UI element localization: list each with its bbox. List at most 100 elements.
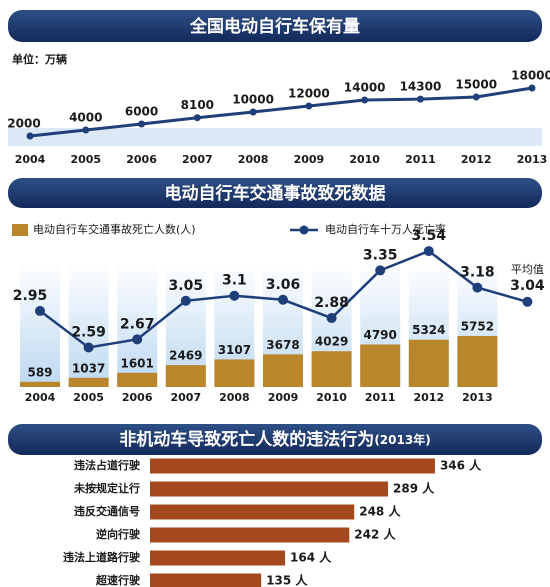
bar-value-label: 5324 (412, 323, 445, 337)
x-tick-label: 2007 (170, 391, 201, 404)
bar (311, 351, 352, 387)
value-label: 14000 (344, 81, 386, 95)
value-label: 15000 (455, 78, 497, 92)
category-label: 逆向行驶 (96, 527, 141, 541)
x-tick-label: 2005 (73, 391, 104, 404)
bar-value-label: 1037 (72, 361, 105, 375)
x-tick-label: 2010 (349, 153, 380, 166)
rate-label: 3.05 (169, 278, 204, 294)
category-label: 违反交通信号 (74, 504, 140, 518)
bar (150, 573, 262, 587)
column-bg (68, 262, 109, 387)
bar-value-label: 2469 (169, 349, 202, 363)
bar (165, 365, 206, 387)
chart-title: 非机动车导致死亡人数的违法行为(2013年) (119, 429, 430, 450)
rate-label: 3.35 (363, 247, 398, 263)
x-tick-label: 2012 (413, 391, 444, 404)
x-tick-label: 2004 (15, 153, 46, 166)
rate-point (132, 334, 143, 345)
bar (20, 381, 60, 387)
x-tick-label: 2012 (461, 153, 492, 166)
header-bar (8, 178, 542, 208)
x-tick-label: 2006 (122, 391, 153, 404)
bar (408, 339, 449, 387)
bar (457, 335, 498, 387)
bar (117, 372, 158, 387)
title-main: 非机动车导致死亡人数的违法行为 (119, 429, 374, 450)
rate-point (35, 305, 45, 316)
bar-value-label: 4790 (363, 328, 396, 342)
bar (68, 377, 109, 387)
subtitle: (2013年) (374, 432, 430, 447)
value-label: 346 人 (440, 458, 482, 473)
legend-dot (299, 225, 309, 235)
value-label: 4000 (69, 111, 102, 125)
chart-title: 电动自行车交通事故致死数据 (165, 183, 386, 204)
value-label: 10000 (232, 93, 274, 107)
rate-point (472, 282, 483, 293)
point (82, 126, 90, 134)
category-label: 违法占道行驶 (74, 458, 141, 472)
rate-point (375, 265, 386, 276)
average-value: 3.04 (510, 278, 545, 294)
rate-label: 2.67 (120, 316, 155, 332)
value-label: 242 人 (354, 527, 396, 542)
rate-label: 3.06 (266, 277, 301, 293)
x-tick-label: 2013 (462, 391, 493, 404)
value-label: 12000 (288, 87, 330, 101)
bar (214, 359, 255, 387)
header-bar (8, 424, 542, 455)
x-tick-label: 2013 (517, 153, 548, 166)
rate-label: 2.59 (71, 324, 106, 340)
chart-title: 全国电动自行车保有量 (189, 16, 360, 37)
x-tick-label: 2006 (126, 153, 157, 166)
bar-value-label: 589 (27, 365, 52, 379)
x-tick-label: 2010 (316, 391, 347, 404)
average-point (522, 296, 533, 307)
category-label: 超速行驶 (95, 573, 141, 587)
column-bg (20, 262, 60, 387)
bar (263, 354, 303, 387)
x-tick-label: 2004 (25, 391, 56, 404)
bar (150, 527, 350, 543)
x-tick-label: 2011 (365, 391, 396, 404)
value-label: 2000 (7, 117, 40, 131)
point (361, 96, 369, 104)
bar-value-label: 3678 (266, 338, 299, 352)
point (26, 132, 34, 140)
bar (150, 458, 435, 474)
x-tick-label: 2007 (182, 153, 213, 166)
rate-point (180, 295, 191, 306)
average-label: 平均值 (511, 263, 544, 276)
bar-value-label: 1601 (120, 356, 153, 370)
rate-point (326, 313, 337, 324)
legend-label: 电动自行车十万人死亡率 (325, 222, 446, 236)
rate-point (423, 246, 434, 257)
unit-label: 单位：万辆 (12, 52, 67, 66)
legend-label: 电动自行车交通事故死亡人数(人) (33, 222, 196, 236)
x-tick-label: 2009 (294, 153, 325, 166)
point (305, 102, 313, 110)
value-label: 289 人 (393, 481, 435, 496)
point (138, 120, 146, 128)
rate-point (83, 342, 94, 353)
value-label: 248 人 (359, 504, 401, 519)
point (416, 95, 424, 103)
x-tick-label: 2011 (405, 153, 436, 166)
bar-value-label: 4029 (315, 335, 348, 349)
value-label: 6000 (125, 105, 158, 119)
value-label: 14300 (400, 80, 442, 94)
line (29, 86, 533, 138)
bar-value-label: 5752 (461, 319, 494, 333)
rate-point (278, 294, 288, 305)
column-bg (117, 262, 158, 387)
value-label: 164 人 (290, 550, 332, 565)
rate-line (39, 249, 479, 349)
point (249, 108, 257, 116)
legend-swatch (12, 224, 28, 236)
value-label: 8100 (181, 98, 214, 112)
x-tick-label: 2009 (268, 391, 299, 404)
bar-value-label: 3107 (218, 343, 251, 357)
bar (150, 481, 388, 497)
